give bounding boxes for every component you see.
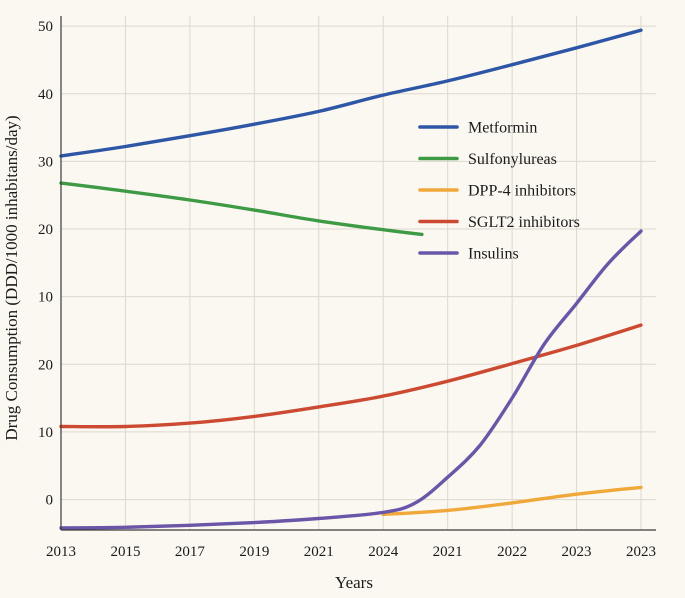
- legend-label-insulins: Insulins: [468, 246, 519, 263]
- x-gridlines: [60, 16, 642, 530]
- x-tick-label: 2017: [175, 544, 206, 560]
- x-tick-label: 2013: [46, 544, 76, 560]
- series-line-metformin: [59, 28, 643, 158]
- y-tick-labels: 0 10 20 10 20 30 40 50: [38, 19, 53, 508]
- x-tick-label: 2021: [304, 544, 334, 560]
- legend-label-dpp-4-inhibitors: DPP-4 inhibitors: [468, 183, 576, 200]
- x-tick-label: 2019: [239, 544, 269, 560]
- x-axis-title: Years: [335, 573, 373, 592]
- y-tick-label: 0: [46, 493, 54, 509]
- x-tick-label: 2023: [626, 544, 656, 560]
- legend: Metformin Sulfonylureas DPP-4 inhibitors SG…: [418, 120, 580, 263]
- x-tick-label: 2021: [433, 544, 463, 560]
- x-tick-label: 2022: [497, 544, 527, 560]
- x-tick-label: 2024: [368, 544, 399, 560]
- y-tick-label: 20: [38, 357, 53, 373]
- series-lines: [59, 28, 643, 530]
- legend-label-metformin: Metformin: [468, 120, 537, 137]
- legend-label-sglt2-inhibitors: SGLT2 inhibitors: [468, 214, 580, 231]
- y-tick-label: 20: [38, 222, 53, 238]
- x-tick-labels: 2013 2015 2017 2019 2021 2024 2021 2022 2023 2023: [46, 544, 656, 560]
- x-tick-label: 2015: [110, 544, 140, 560]
- y-tick-label: 40: [38, 87, 53, 103]
- y-tick-label: 10: [38, 425, 53, 441]
- y-tick-label: 30: [38, 154, 53, 170]
- y-axis-title: Drug Consumption (DDD/1000 inhabitans/da…: [2, 115, 21, 440]
- series-line-insulins: [59, 229, 643, 530]
- plot-area-background: [61, 16, 656, 530]
- y-tick-label: 50: [38, 19, 53, 35]
- y-gridlines: [61, 25, 656, 501]
- y-tick-label: 10: [38, 290, 53, 306]
- series-line-dpp-4-inhibitors: [381, 485, 643, 517]
- x-tick-label: 2023: [562, 544, 592, 560]
- legend-label-sulfonylureas: Sulfonylureas: [468, 151, 557, 168]
- series-line-sulfonylureas: [59, 181, 424, 237]
- series-line-sglt2-inhibitors: [59, 323, 643, 429]
